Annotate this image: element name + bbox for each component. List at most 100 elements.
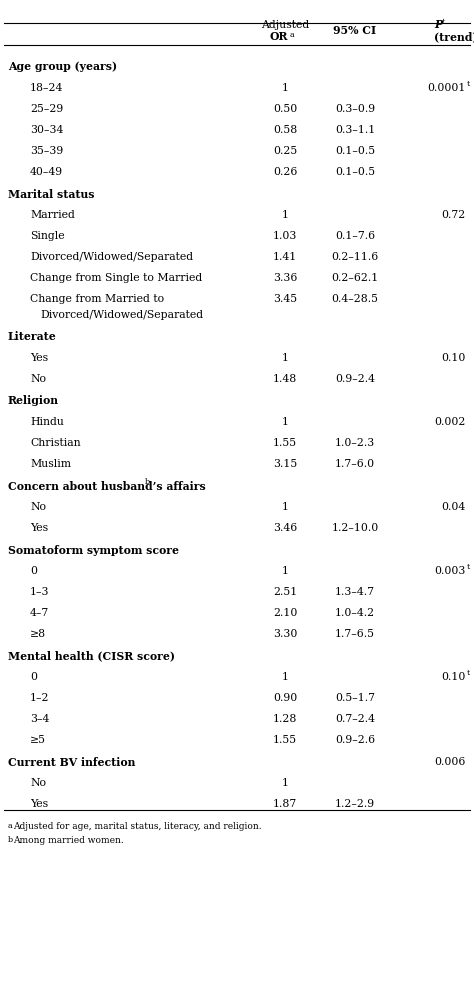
Text: t: t [467,80,470,88]
Text: 0.003: 0.003 [435,566,466,576]
Text: Change from Married to: Change from Married to [30,294,164,304]
Text: 1: 1 [282,672,289,682]
Text: t: t [442,18,445,26]
Text: 0.3–1.1: 0.3–1.1 [335,125,375,135]
Text: 1: 1 [282,502,289,512]
Text: 3.46: 3.46 [273,523,297,533]
Text: 30–34: 30–34 [30,125,64,135]
Text: Hindu: Hindu [30,417,64,427]
Text: 1: 1 [282,353,289,363]
Text: 3.15: 3.15 [273,459,297,469]
Text: 1.2–2.9: 1.2–2.9 [335,799,375,809]
Text: Somatoform symptom score: Somatoform symptom score [8,544,179,555]
Text: 1: 1 [282,83,289,93]
Text: a: a [8,822,13,830]
Text: 0.3–0.9: 0.3–0.9 [335,104,375,114]
Text: 0: 0 [30,566,37,576]
Text: 0.7–2.4: 0.7–2.4 [335,714,375,724]
Text: 1.03: 1.03 [273,231,297,241]
Text: 0.2–62.1: 0.2–62.1 [331,273,379,283]
Text: 1.3–4.7: 1.3–4.7 [335,587,375,597]
Text: 0.58: 0.58 [273,125,297,135]
Text: b: b [145,478,150,486]
Text: 0.2–11.6: 0.2–11.6 [331,252,379,262]
Text: Christian: Christian [30,438,81,448]
Text: 0.006: 0.006 [435,757,466,767]
Text: Yes: Yes [30,799,48,809]
Text: Divorced/Widowed/Separated: Divorced/Widowed/Separated [40,310,203,320]
Text: Yes: Yes [30,523,48,533]
Text: (trend): (trend) [434,31,474,42]
Text: 0.1–0.5: 0.1–0.5 [335,167,375,177]
Text: 3–4: 3–4 [30,714,49,724]
Text: Yes: Yes [30,353,48,363]
Text: Change from Single to Married: Change from Single to Married [30,273,202,283]
Text: 1: 1 [282,566,289,576]
Text: 40–49: 40–49 [30,167,63,177]
Text: 0.90: 0.90 [273,693,297,703]
Text: t: t [467,669,470,677]
Text: Literate: Literate [8,332,57,343]
Text: 0.10: 0.10 [442,353,466,363]
Text: 0.26: 0.26 [273,167,297,177]
Text: P: P [434,19,442,30]
Text: 1.55: 1.55 [273,735,297,745]
Text: 0.0001: 0.0001 [428,83,466,93]
Text: 3.45: 3.45 [273,294,297,304]
Text: 25–29: 25–29 [30,104,63,114]
Text: 0.04: 0.04 [442,502,466,512]
Text: 0.72: 0.72 [442,210,466,220]
Text: Mental health (CISR score): Mental health (CISR score) [8,650,175,661]
Text: 1: 1 [282,417,289,427]
Text: Adjusted for age, marital status, literacy, and religion.: Adjusted for age, marital status, litera… [13,822,262,831]
Text: 0.4–28.5: 0.4–28.5 [331,294,379,304]
Text: 0.002: 0.002 [435,417,466,427]
Text: 1.0–2.3: 1.0–2.3 [335,438,375,448]
Text: ≥8: ≥8 [30,629,46,639]
Text: 18–24: 18–24 [30,83,64,93]
Text: 2.10: 2.10 [273,608,297,618]
Text: Among married women.: Among married women. [13,836,124,845]
Text: 1.2–10.0: 1.2–10.0 [331,523,379,533]
Text: OR: OR [270,31,288,42]
Text: Muslim: Muslim [30,459,71,469]
Text: 1.0–4.2: 1.0–4.2 [335,608,375,618]
Text: No: No [30,778,46,788]
Text: 0.1–0.5: 0.1–0.5 [335,146,375,156]
Text: 1–3: 1–3 [30,587,49,597]
Text: 0.25: 0.25 [273,146,297,156]
Text: 1–2: 1–2 [30,693,49,703]
Text: 1: 1 [282,210,289,220]
Text: Single: Single [30,231,64,241]
Text: 4–7: 4–7 [30,608,49,618]
Text: Divorced/Widowed/Separated: Divorced/Widowed/Separated [30,252,193,262]
Text: b: b [8,836,13,844]
Text: 1: 1 [282,778,289,788]
Text: t: t [467,563,470,571]
Text: 0.5–1.7: 0.5–1.7 [335,693,375,703]
Text: a: a [290,31,295,39]
Text: 1.7–6.5: 1.7–6.5 [335,629,375,639]
Text: 35–39: 35–39 [30,146,63,156]
Text: Concern about husband’s affairs: Concern about husband’s affairs [8,481,206,492]
Text: 0: 0 [30,672,37,682]
Text: 2.51: 2.51 [273,587,297,597]
Text: Adjusted: Adjusted [261,20,309,30]
Text: Age group (years): Age group (years) [8,62,117,72]
Text: 3.30: 3.30 [273,629,297,639]
Text: 0.9–2.6: 0.9–2.6 [335,735,375,745]
Text: 0.10: 0.10 [442,672,466,682]
Text: Religion: Religion [8,395,59,406]
Text: 1.55: 1.55 [273,438,297,448]
Text: 0.9–2.4: 0.9–2.4 [335,374,375,384]
Text: Married: Married [30,210,75,220]
Text: 1.41: 1.41 [273,252,297,262]
Text: Current BV infection: Current BV infection [8,757,136,768]
Text: No: No [30,502,46,512]
Text: 1.7–6.0: 1.7–6.0 [335,459,375,469]
Text: 0.1–7.6: 0.1–7.6 [335,231,375,241]
Text: 3.36: 3.36 [273,273,297,283]
Text: ≥5: ≥5 [30,735,46,745]
Text: 95% CI: 95% CI [333,25,376,36]
Text: 0.50: 0.50 [273,104,297,114]
